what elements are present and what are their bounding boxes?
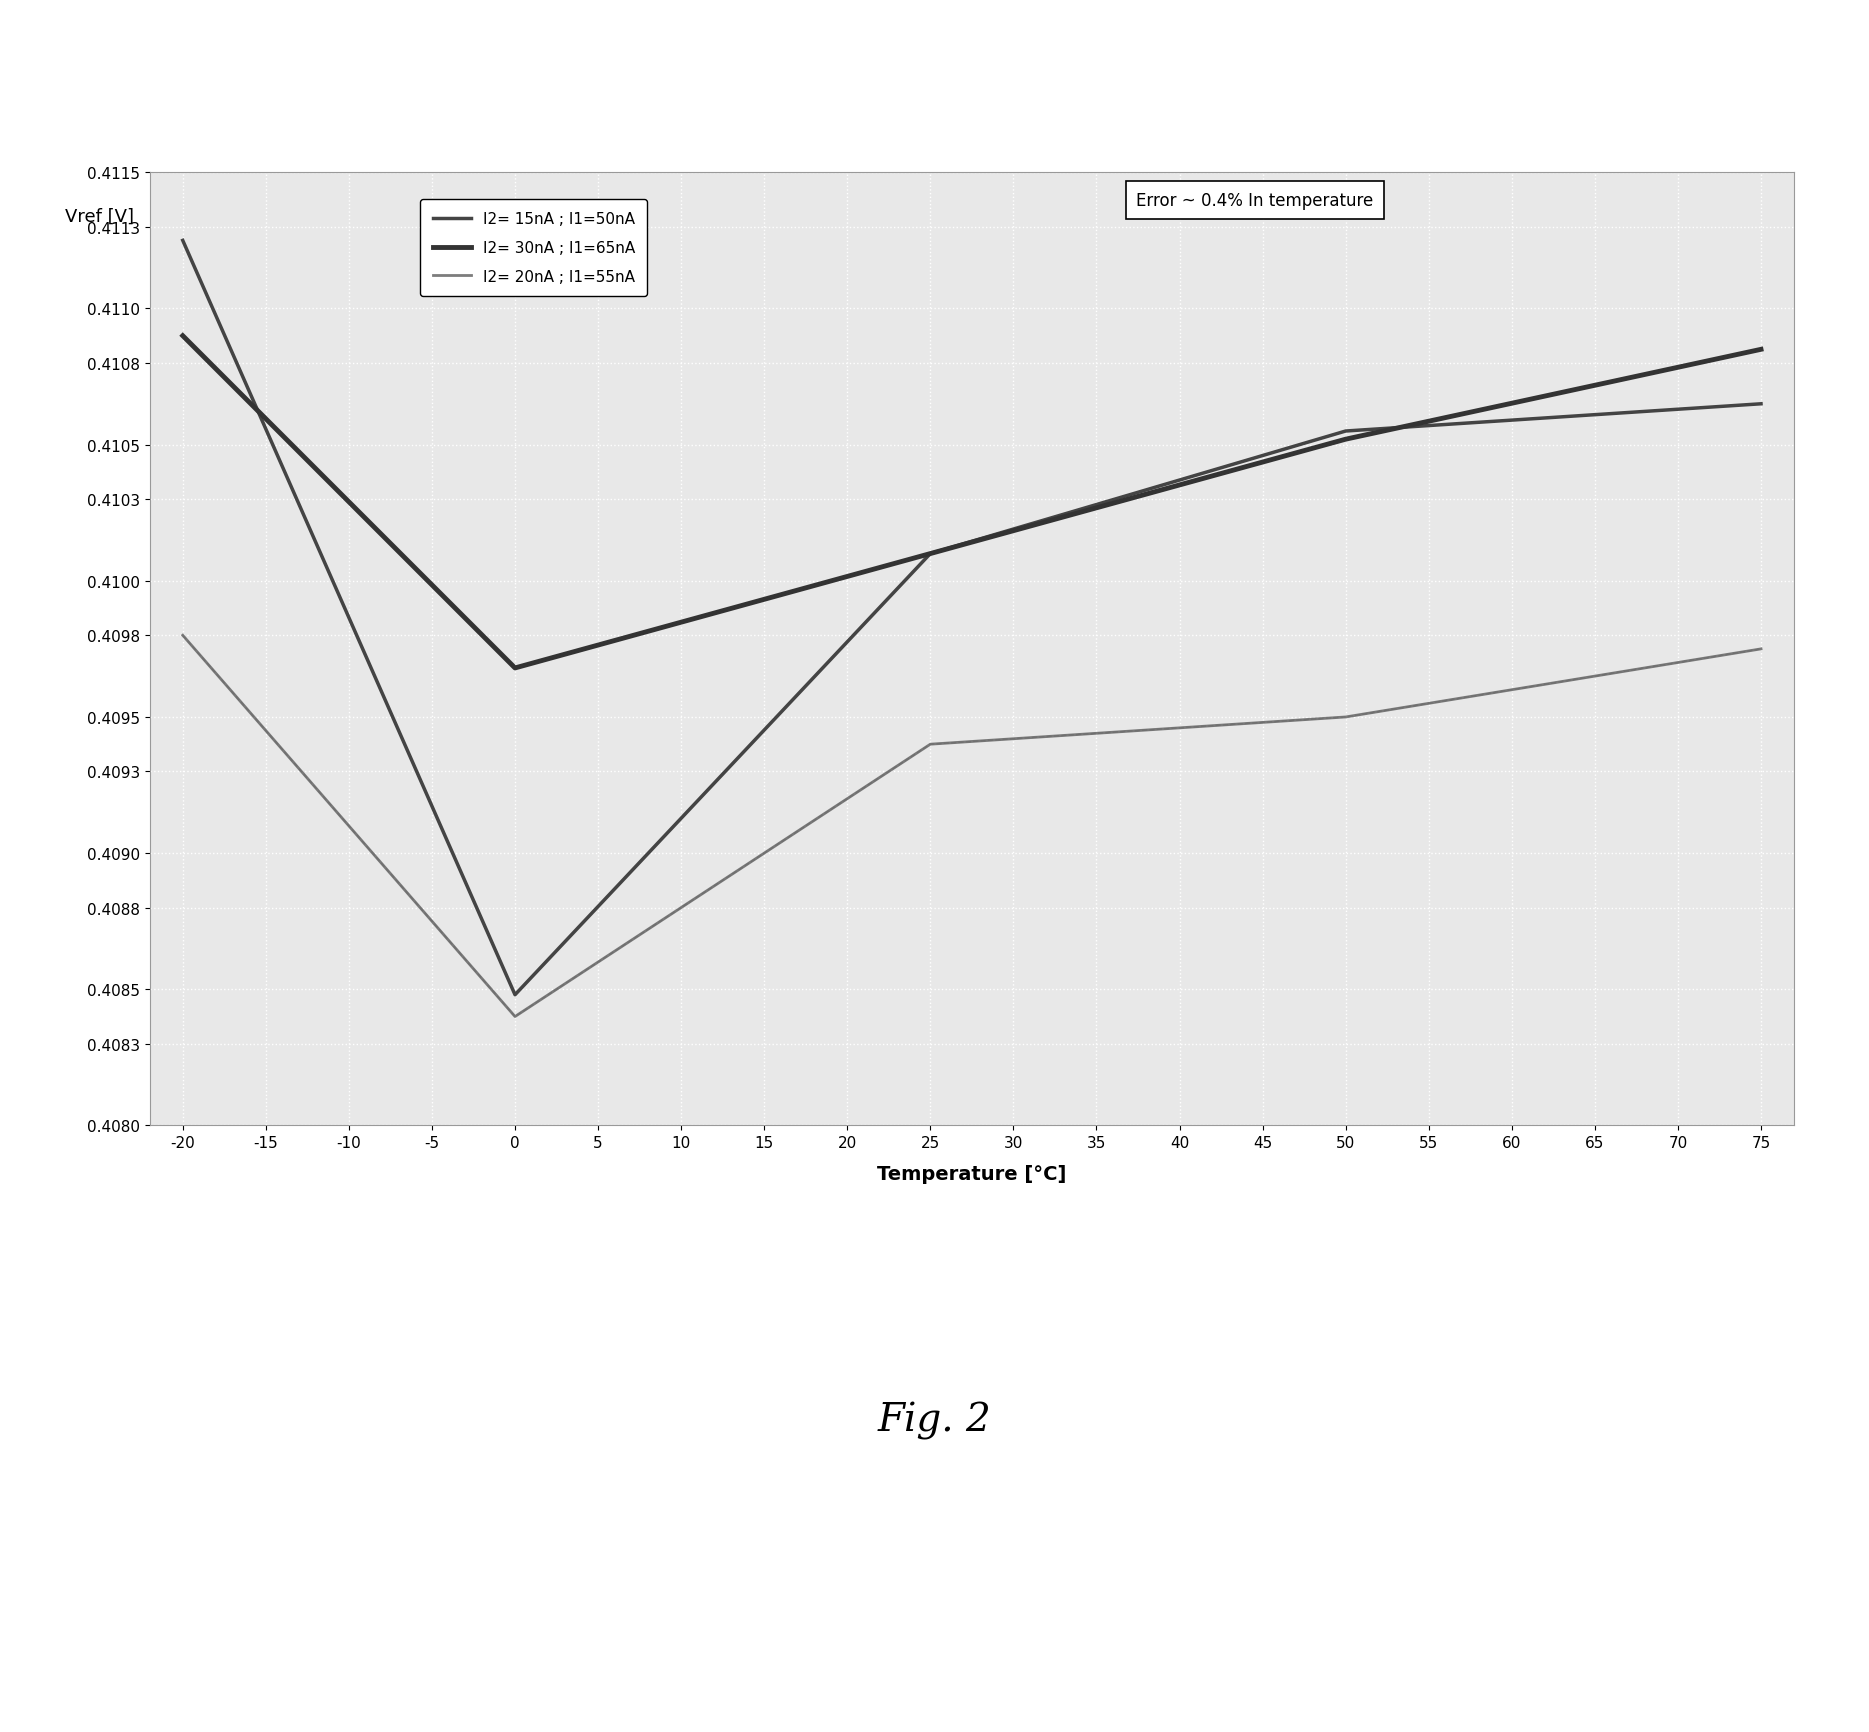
Text: Vref [V]: Vref [V]	[65, 208, 135, 225]
Legend: I2= 15nA ; I1=50nA, I2= 30nA ; I1=65nA, I2= 20nA ; I1=55nA: I2= 15nA ; I1=50nA, I2= 30nA ; I1=65nA, …	[421, 199, 647, 296]
X-axis label: Temperature [°C]: Temperature [°C]	[877, 1164, 1067, 1183]
Text: Fig. 2: Fig. 2	[878, 1401, 991, 1439]
Text: Error ~ 0.4% In temperature: Error ~ 0.4% In temperature	[1136, 192, 1374, 210]
